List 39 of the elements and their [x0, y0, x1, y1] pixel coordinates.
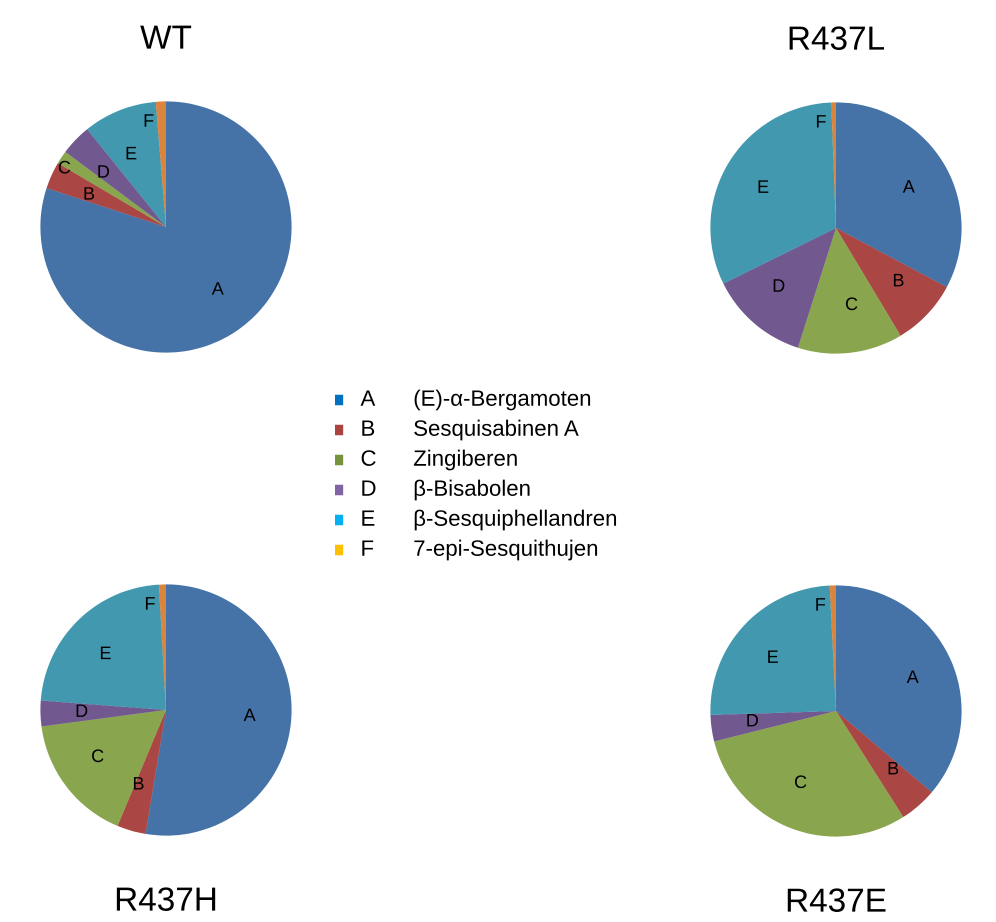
slice-label: E	[758, 180, 768, 193]
text: (E)-α-Bergamoten	[414, 390, 590, 410]
slice-label: A	[902, 180, 915, 193]
text: 7-epi-Sesquithujen	[414, 540, 598, 560]
slice-label: D	[747, 714, 758, 726]
slice-label: C	[92, 749, 104, 762]
slice-label: B	[894, 274, 904, 286]
slice-label: F	[816, 598, 826, 611]
chart-title: WT	[140, 26, 192, 49]
chart-title: R437L	[790, 26, 884, 50]
slice-label: D	[76, 704, 88, 717]
slice-label: D	[774, 279, 784, 292]
slice-label: E	[126, 146, 136, 160]
slice-label: A	[906, 670, 919, 683]
category-label: F	[362, 540, 374, 556]
slice-label: B	[84, 187, 94, 200]
text: R437E	[788, 888, 886, 912]
text: Sesquisabinen A	[414, 420, 579, 440]
text: R437H	[116, 887, 216, 911]
slice-label: C	[846, 297, 858, 310]
slice-label: E	[100, 646, 111, 660]
text: β-Bisabolen	[414, 480, 530, 500]
slice-label: E	[768, 650, 778, 663]
slice-label: C	[794, 775, 806, 788]
slice-label: A	[212, 282, 224, 295]
slice-label: D	[98, 165, 110, 178]
slice-label: F	[146, 597, 155, 610]
category-label: D	[362, 480, 376, 496]
text: β-Sesquiphellandren	[414, 510, 616, 530]
category-label: A	[360, 390, 376, 406]
category-label: E	[362, 510, 374, 526]
text: Zingiberen	[414, 450, 517, 470]
category-label: B	[362, 420, 374, 436]
slice-label: B	[888, 762, 898, 774]
slice-label: F	[144, 114, 154, 127]
slice-label: A	[244, 708, 256, 722]
slice-label: F	[816, 115, 826, 128]
slice-label: B	[134, 777, 144, 790]
category-label: C	[362, 450, 376, 466]
